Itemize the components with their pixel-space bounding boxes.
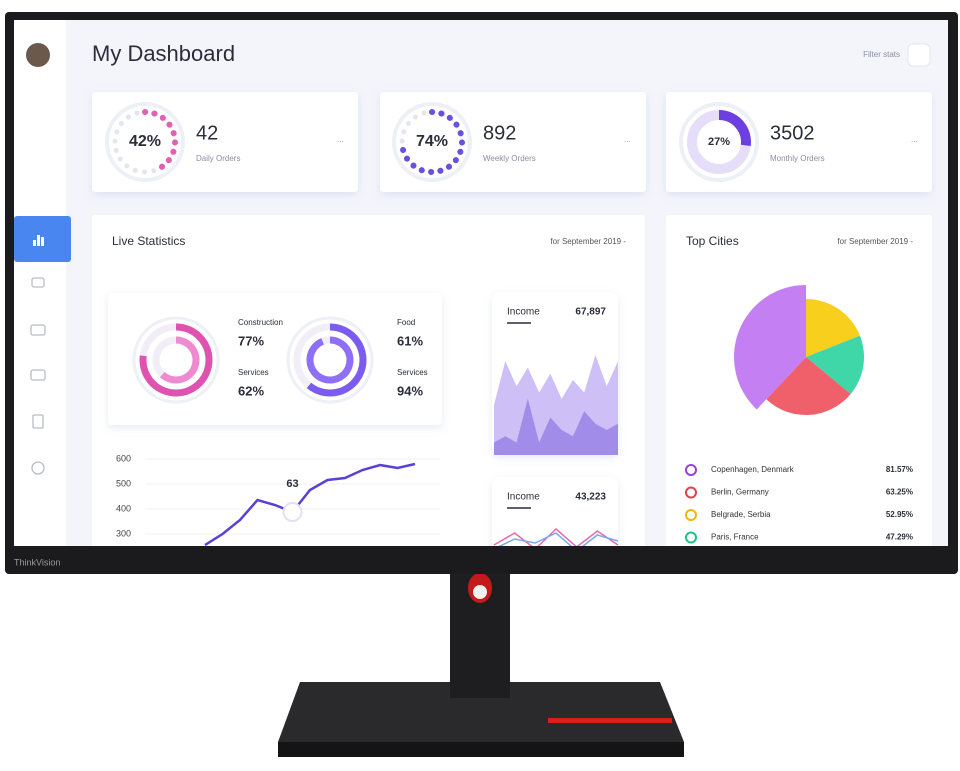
nav-icon[interactable]	[31, 461, 45, 475]
ring-progress	[399, 109, 465, 175]
stand-base	[278, 682, 684, 742]
ring-value: 61%	[397, 333, 423, 348]
city-share: 63.25%	[886, 488, 913, 497]
filter-button[interactable]	[907, 43, 931, 67]
ring-halo	[392, 102, 472, 182]
annotation: 63	[286, 478, 298, 490]
stat-value: 3502	[770, 122, 815, 144]
ring-value: 94%	[397, 383, 423, 398]
highlight-point	[282, 502, 303, 522]
stat-value: 42	[196, 122, 218, 144]
nav-icon[interactable]	[32, 414, 44, 429]
ring-halo	[132, 316, 220, 404]
ring-label: 42%	[129, 133, 161, 150]
ring-value: 77%	[238, 333, 264, 348]
more-menu[interactable]: ...	[624, 135, 631, 144]
y-tick-label: 300	[116, 528, 131, 538]
ring-name: Construction	[238, 318, 283, 327]
y-tick-label: 400	[116, 503, 131, 513]
nav-icon[interactable]	[30, 324, 46, 336]
city-marker	[685, 509, 697, 521]
stat-caption: Weekly Orders	[483, 154, 536, 163]
city-marker	[685, 464, 697, 476]
nav-icon-stats[interactable]	[33, 235, 44, 246]
period-select[interactable]: for September 2019 -	[837, 237, 913, 246]
ring-name: Services	[397, 368, 428, 377]
income-title: Income	[507, 307, 540, 318]
base-stripe	[548, 718, 672, 723]
city-name: Belgrade, Serbia	[711, 510, 771, 519]
income-value: 43,223	[575, 492, 606, 503]
period-select[interactable]: for September 2019 -	[550, 237, 626, 246]
city-marker	[685, 486, 697, 499]
city-name: Paris, France	[711, 533, 759, 542]
more-menu[interactable]: ...	[337, 135, 344, 144]
income-card	[492, 477, 618, 546]
city-marker	[685, 531, 697, 544]
y-tick-label: 500	[116, 478, 131, 488]
income-title: Income	[507, 492, 540, 503]
pie-slice	[806, 299, 860, 357]
ring-label: 27%	[708, 136, 730, 148]
ring-progress	[718, 110, 751, 147]
y-tick-label: 600	[116, 453, 131, 463]
city-share: 81.57%	[886, 465, 913, 474]
ring-progress	[306, 336, 354, 384]
screen: My Dashboard Filter stats Live Statistic…	[14, 20, 948, 546]
line-series	[493, 527, 619, 546]
panel-title: Top Cities	[686, 234, 739, 248]
ring-progress	[142, 109, 178, 172]
area-series	[494, 398, 618, 455]
ring-label: 74%	[416, 133, 448, 150]
ring-name: Food	[397, 318, 415, 327]
stat-value: 892	[483, 122, 516, 144]
stat-caption: Daily Orders	[196, 154, 240, 163]
ring-halo	[105, 102, 185, 182]
city-name: Copenhagen, Denmark	[711, 465, 795, 474]
brand: ThinkVision	[14, 557, 60, 567]
ring-progress	[139, 323, 213, 397]
income-value: 67,897	[575, 307, 606, 318]
city-name: Berlin, Germany	[711, 488, 769, 497]
ring-progress	[159, 336, 200, 384]
pie-slice	[806, 335, 864, 394]
ring-value: 62%	[238, 383, 264, 398]
page-title: My Dashboard	[92, 41, 235, 66]
pie-slice	[733, 285, 806, 410]
ring-progress	[306, 323, 367, 397]
line-series	[204, 462, 416, 546]
cable-hole-inner	[473, 585, 487, 599]
ring-halo	[286, 316, 374, 404]
more-menu[interactable]: ...	[911, 135, 918, 144]
stat-caption: Monthly Orders	[770, 154, 825, 163]
stand-base-edge	[278, 742, 684, 757]
nav-icon[interactable]	[31, 277, 45, 288]
pie-slice	[766, 357, 851, 415]
avatar[interactable]	[26, 43, 50, 67]
city-share: 52.95%	[886, 510, 913, 519]
nav-icon[interactable]	[30, 369, 46, 381]
line-series	[498, 532, 619, 546]
sidebar	[14, 20, 66, 546]
ring-name: Services	[238, 368, 269, 377]
city-share: 47.29%	[886, 533, 913, 542]
panel-title: Live Statistics	[112, 234, 185, 248]
filter-label[interactable]: Filter stats	[863, 50, 900, 59]
